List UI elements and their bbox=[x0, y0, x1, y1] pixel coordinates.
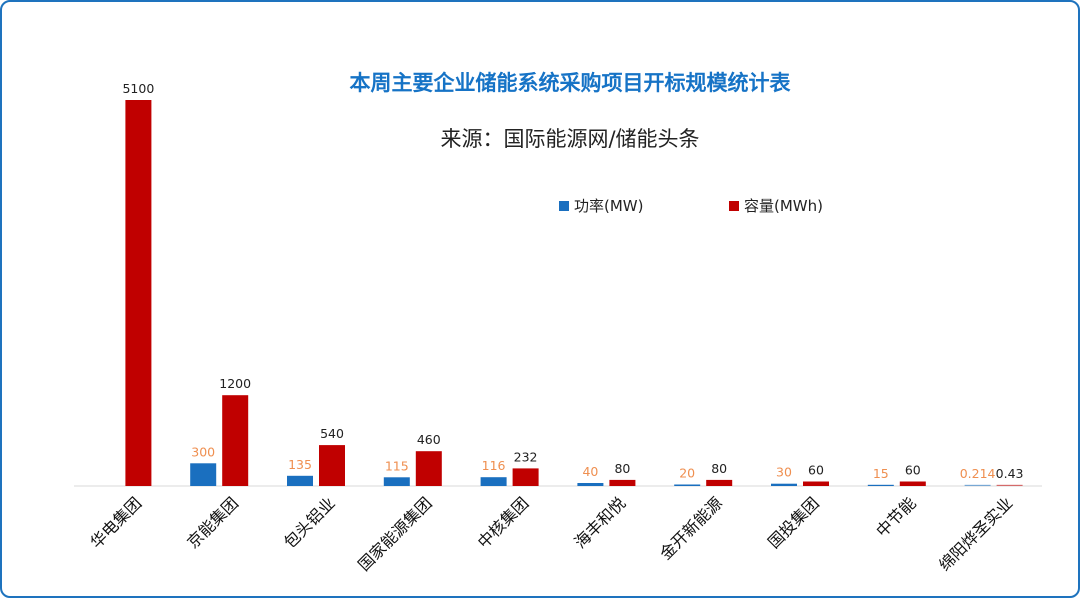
x-tick-label: 金开新能源 bbox=[656, 493, 726, 563]
x-tick-label: 海丰和悦 bbox=[571, 493, 630, 552]
data-label-power: 15 bbox=[873, 466, 889, 481]
data-label-capacity: 0.43 bbox=[996, 466, 1024, 481]
bar-capacity bbox=[899, 481, 926, 486]
bar-capacity bbox=[996, 484, 1023, 486]
bar-power bbox=[674, 484, 701, 486]
x-tick-label: 中节能 bbox=[872, 493, 919, 540]
data-label-capacity: 1200 bbox=[219, 376, 251, 391]
data-label-power: 115 bbox=[385, 458, 409, 473]
bar-capacity bbox=[319, 445, 345, 486]
data-label-power: 40 bbox=[582, 464, 598, 479]
bars-group bbox=[125, 100, 1023, 486]
data-label-power: 20 bbox=[679, 466, 695, 481]
data-label-capacity: 80 bbox=[614, 461, 630, 476]
bar-capacity bbox=[609, 479, 636, 486]
x-tick-label: 京能集团 bbox=[183, 493, 242, 552]
bar-capacity bbox=[222, 395, 249, 486]
data-label-capacity: 60 bbox=[808, 463, 824, 478]
bar-capacity bbox=[706, 479, 733, 486]
legend-label-power: 功率(MW) bbox=[574, 197, 643, 215]
category-labels-group: 华电集团 京能集团 包头铝业 国家能源集团 中核集团 海丰和悦 金开新能源 国投集团 中节能 绵阳… bbox=[87, 493, 1017, 574]
legend-swatch-capacity bbox=[729, 201, 739, 211]
x-tick-label: 华电集团 bbox=[87, 493, 146, 552]
data-label-power: 116 bbox=[482, 458, 506, 473]
bar-power bbox=[480, 477, 507, 486]
legend-label-capacity: 容量(MWh) bbox=[744, 197, 823, 215]
bar-power bbox=[577, 483, 604, 486]
bar-power bbox=[964, 484, 991, 486]
x-tick-label: 包头铝业 bbox=[280, 493, 339, 552]
x-tick-label: 绵阳烨圣实业 bbox=[935, 493, 1016, 574]
x-tick-label: 国家能源集团 bbox=[354, 493, 435, 574]
bar-capacity bbox=[125, 100, 152, 486]
data-label-capacity: 540 bbox=[320, 426, 344, 441]
bar-power bbox=[383, 477, 410, 486]
data-label-capacity: 460 bbox=[417, 432, 441, 447]
data-label-power: 30 bbox=[776, 465, 792, 480]
data-label-power: 0.214 bbox=[960, 466, 996, 481]
bar-power bbox=[287, 475, 313, 486]
data-label-capacity: 232 bbox=[514, 449, 538, 464]
data-label-power: 300 bbox=[191, 444, 215, 459]
x-tick-label: 中核集团 bbox=[474, 493, 533, 552]
value-labels-group: 5100 300 1200 135 540 115 460 116 232 40 80 20 80 30 6… bbox=[122, 81, 1023, 481]
chart-title: 本周主要企业储能系统采购项目开标规模统计表 bbox=[350, 71, 792, 95]
data-label-capacity: 5100 bbox=[122, 81, 154, 96]
legend-swatch-power bbox=[559, 201, 569, 211]
data-label-capacity: 80 bbox=[711, 461, 727, 476]
bar-power bbox=[867, 484, 894, 486]
x-tick-label: 国投集团 bbox=[764, 493, 823, 552]
bar-capacity bbox=[415, 451, 442, 486]
bar-capacity bbox=[803, 481, 829, 486]
bar-capacity bbox=[512, 468, 539, 486]
bar-power bbox=[771, 483, 797, 486]
data-label-capacity: 60 bbox=[905, 463, 921, 478]
chart-subtitle: 来源：国际能源网/储能头条 bbox=[440, 127, 699, 151]
bar-power bbox=[190, 463, 217, 486]
data-label-power: 135 bbox=[288, 457, 312, 472]
